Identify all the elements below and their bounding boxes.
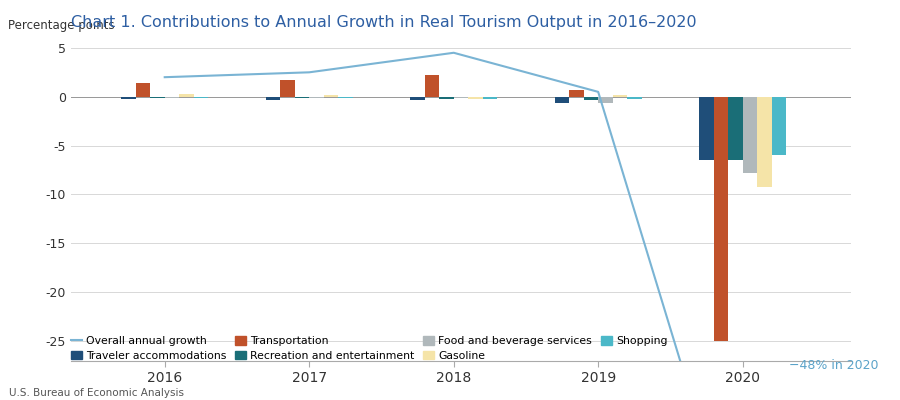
Bar	[742, 97, 757, 173]
Bar	[410, 97, 425, 100]
Bar	[179, 94, 194, 97]
Bar	[324, 95, 338, 97]
Text: −48% in 2020: −48% in 2020	[789, 359, 878, 372]
Bar	[714, 97, 728, 341]
Legend: Overall annual growth, Traveler accommodations, Transportation, Recreation and e: Overall annual growth, Traveler accommod…	[71, 336, 667, 360]
Bar	[122, 97, 136, 99]
Bar	[584, 97, 598, 100]
Bar	[439, 97, 454, 99]
Bar	[194, 97, 208, 98]
Text: Percentage points: Percentage points	[8, 19, 115, 32]
Text: Chart 1. Contributions to Annual Growth in Real Tourism Output in 2016–2020: Chart 1. Contributions to Annual Growth …	[71, 15, 697, 30]
Bar	[699, 97, 714, 160]
Bar	[165, 97, 179, 98]
Bar	[338, 97, 353, 98]
Bar	[598, 97, 613, 103]
Bar	[757, 97, 771, 187]
Bar	[136, 83, 150, 97]
Bar	[613, 95, 627, 97]
Bar	[771, 97, 786, 155]
Bar	[570, 90, 584, 97]
Bar	[554, 97, 570, 103]
Bar	[295, 97, 310, 98]
Bar	[728, 97, 742, 160]
Bar	[150, 97, 165, 98]
Bar	[482, 97, 497, 99]
Bar	[468, 97, 482, 99]
Bar	[627, 97, 642, 99]
Text: U.S. Bureau of Economic Analysis: U.S. Bureau of Economic Analysis	[9, 388, 184, 398]
Bar	[310, 97, 324, 98]
Bar	[425, 75, 439, 97]
Bar	[280, 80, 295, 97]
Bar	[454, 97, 468, 98]
Bar	[266, 97, 280, 100]
